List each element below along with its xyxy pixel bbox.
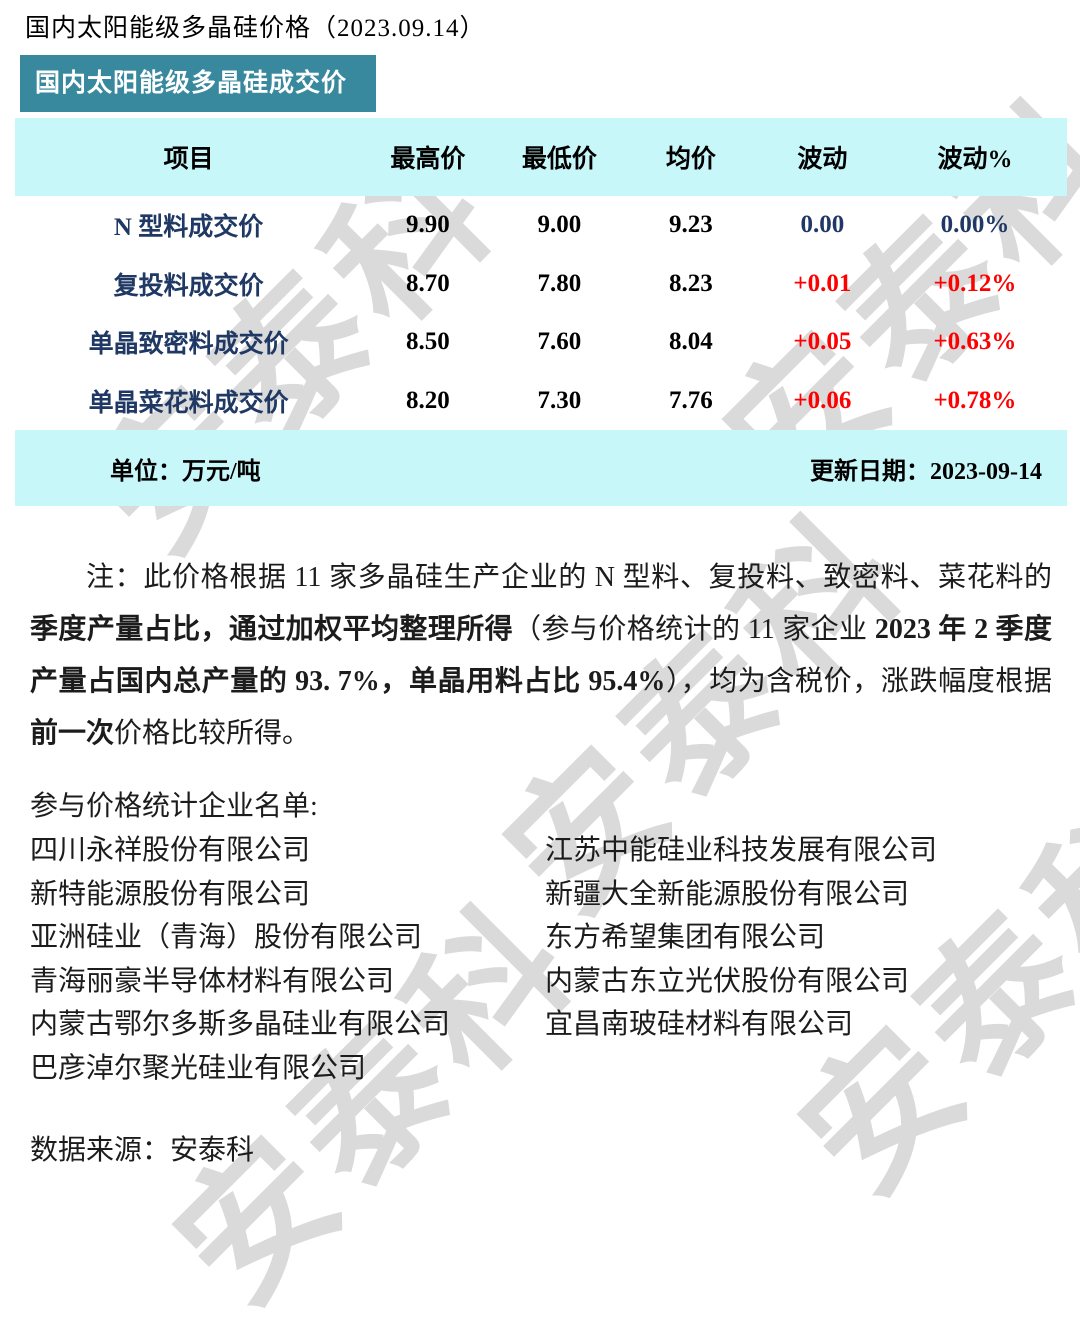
row-item-label: 单晶致密料成交价 — [88, 331, 289, 359]
row-item-label: 单晶菜花料成交价 — [88, 389, 289, 417]
row-high-value: 8.20 — [406, 386, 450, 414]
note-segment: ），均为含税价，涨跌幅度根据 — [665, 666, 1052, 697]
company-name: 青海丽豪半导体材料有限公司 — [30, 965, 395, 997]
note-segment: 季度产量占比，通过加权平均整理所得 — [30, 614, 514, 645]
companies-columns: 四川永祥股份有限公司 新特能源股份有限公司 亚洲硅业（青海）股份有限公司 青海丽… — [30, 829, 1052, 1090]
row-high-value: 8.50 — [406, 328, 450, 356]
row-change-value: +0.06 — [793, 386, 852, 414]
row-item-label: N 型料成交价 — [113, 214, 264, 242]
column-header-change: 波动 — [797, 146, 848, 173]
note-segment: 价格比较所得。 — [114, 718, 311, 749]
table-header-row: 项目 最高价 最低价 均价 波动 波动% — [15, 118, 1067, 196]
companies-right-column: 江苏中能硅业科技发展有限公司 新疆大全新能源股份有限公司 东方希望集团有限公司 … — [545, 829, 1052, 1090]
companies-left-column: 四川永祥股份有限公司 新特能源股份有限公司 亚洲硅业（青海）股份有限公司 青海丽… — [30, 829, 545, 1090]
table-footer-row: 单位：万元/吨 更新日期：2023-09-14 — [15, 430, 1067, 506]
row-change-value: 0.00 — [800, 211, 845, 239]
row-high-value: 8.70 — [406, 269, 450, 297]
row-high-value: 9.90 — [406, 211, 450, 239]
row-change-value: +0.05 — [793, 328, 852, 356]
row-low-value: 7.80 — [537, 269, 582, 297]
column-header-avg: 均价 — [665, 146, 716, 173]
table-row: 单晶致密料成交价 8.50 7.60 8.04 +0.05 +0.63% — [15, 313, 1067, 372]
note-paragraph: 注：此价格根据 11 家多晶硅生产企业的 N 型料、复投料、致密料、菜花料的季度… — [30, 552, 1052, 760]
data-source-label: 数据来源：安泰科 — [30, 1135, 255, 1166]
row-avg-value: 9.23 — [669, 211, 713, 239]
column-header-low: 最低价 — [521, 146, 597, 173]
row-low-value: 9.00 — [537, 211, 582, 239]
unit-label: 单位：万元/吨 — [110, 458, 261, 485]
row-change-pct-value: +0.78% — [933, 386, 1017, 414]
update-date-label: 更新日期：2023-09-14 — [810, 458, 1042, 485]
company-name: 巴彦淖尔聚光硅业有限公司 — [30, 1052, 367, 1084]
company-name: 东方希望集团有限公司 — [545, 922, 826, 953]
section-banner: 国内太阳能级多晶硅成交价 — [20, 55, 376, 112]
company-name: 亚洲硅业（青海）股份有限公司 — [30, 922, 423, 953]
table-row: 复投料成交价 8.70 7.80 8.23 +0.01 +0.12% — [15, 255, 1067, 314]
companies-section: 参与价格统计企业名单: 四川永祥股份有限公司 新特能源股份有限公司 亚洲硅业（青… — [30, 785, 1052, 1090]
table-row: N 型料成交价 9.90 9.00 9.23 0.00 0.00% — [15, 196, 1067, 255]
company-name: 江苏中能硅业科技发展有限公司 — [545, 835, 938, 866]
row-change-pct-value: +0.12% — [933, 269, 1017, 297]
row-change-pct-value: +0.63% — [933, 328, 1017, 356]
company-name: 内蒙古东立光伏股份有限公司 — [545, 965, 910, 997]
row-change-value: +0.01 — [793, 269, 852, 297]
note-segment: （参与价格统计的 11 家企业 — [513, 614, 875, 645]
column-header-change-pct: 波动% — [937, 146, 1013, 173]
company-name: 四川永祥股份有限公司 — [30, 835, 311, 866]
row-low-value: 7.60 — [537, 328, 582, 356]
note-segment: 前一次 — [30, 718, 115, 749]
company-name: 新特能源股份有限公司 — [30, 878, 311, 910]
note-segment: 注：此价格根据 11 家多晶硅生产企业的 N 型料、复投料、致密料、菜花料的 — [86, 562, 1052, 593]
company-name: 内蒙古鄂尔多斯多晶硅业有限公司 — [30, 1009, 451, 1040]
section-banner-label: 国内太阳能级多晶硅成交价 — [35, 70, 348, 97]
column-header-item: 项目 — [163, 146, 214, 173]
companies-heading: 参与价格统计企业名单: — [30, 791, 318, 822]
row-avg-value: 8.04 — [669, 328, 713, 356]
row-avg-value: 8.23 — [669, 269, 713, 297]
page-title: 国内太阳能级多晶硅价格（2023.09.14） — [25, 15, 486, 42]
row-item-label: 复投料成交价 — [113, 272, 264, 300]
price-table: 项目 最高价 最低价 均价 波动 波动% N 型料成交价 9.90 9.00 9… — [15, 118, 1067, 506]
company-name: 宜昌南玻硅材料有限公司 — [545, 1009, 854, 1040]
row-low-value: 7.30 — [537, 386, 582, 414]
row-change-pct-value: 0.00% — [940, 211, 1010, 239]
row-avg-value: 7.76 — [669, 386, 713, 414]
company-name: 新疆大全新能源股份有限公司 — [545, 878, 910, 910]
table-row: 单晶菜花料成交价 8.20 7.30 7.76 +0.06 +0.78% — [15, 372, 1067, 431]
column-header-high: 最高价 — [390, 146, 466, 173]
note-segment: 2023 年 2 季度产量占国内总产量的 93. 7%，单晶用料占比 95.4% — [30, 614, 1052, 697]
